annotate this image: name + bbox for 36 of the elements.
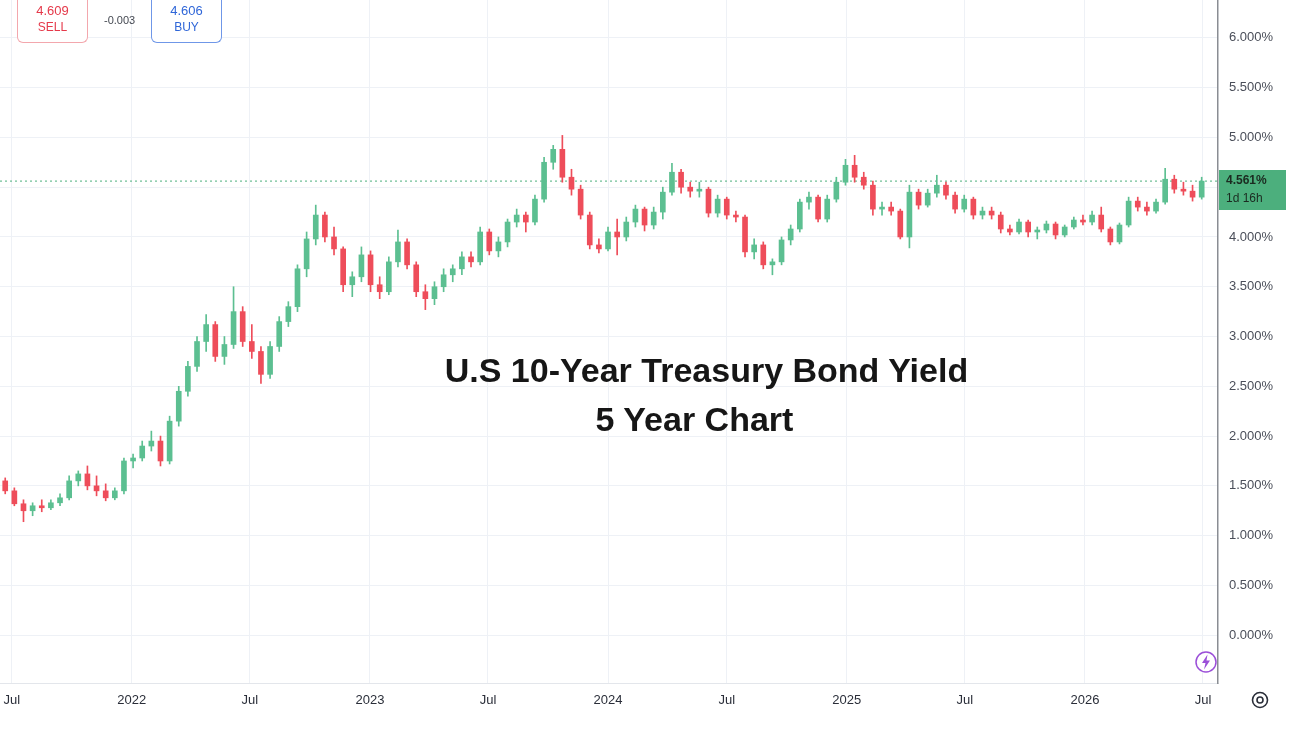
ref-line-label: 4.561% [1226, 173, 1268, 188]
x-tick-label: Jul [3, 692, 21, 708]
annotation: BUY [173, 19, 200, 35]
x-tick-label: Jul [241, 692, 259, 708]
x-tick-label: 2023 [355, 692, 385, 708]
text: 1d 16h [1226, 191, 1263, 206]
x-tick-label: 2025 [832, 692, 862, 708]
y-tick-label: 3.000% [1229, 328, 1274, 344]
y-tick-label: 3.500% [1229, 278, 1274, 294]
annotation: 4.606 [169, 2, 204, 19]
annotation: -0.003 [104, 13, 136, 28]
text: U.S 10-Year Treasury Bond Yield [444, 350, 969, 389]
y-tick-label: 5.000% [1229, 128, 1274, 144]
candlestick [614, 218, 620, 256]
y-tick-label: 6.000% [1229, 29, 1274, 45]
sell-button: 4.609 SELL [17, 0, 88, 43]
y-tick-label: 0.500% [1229, 577, 1274, 593]
y-tick-label: 1.500% [1229, 477, 1274, 493]
x-tick-label: 2022 [117, 692, 147, 708]
y-tick-label: 5.500% [1229, 79, 1274, 95]
annotation: 4.609 [35, 2, 70, 19]
x-tick-label: 2024 [593, 692, 623, 708]
y-tick-label: 2.500% [1229, 377, 1274, 393]
x-tick-label: 2026 [1070, 692, 1100, 708]
buy-button: 4.606 BUY [151, 0, 222, 43]
x-tick-label: Jul [1194, 692, 1212, 708]
x-tick-label: Jul [956, 692, 974, 708]
y-tick-label: 1.000% [1229, 527, 1274, 543]
y-tick-label: 0.000% [1229, 626, 1274, 642]
y-tick-label: 2.000% [1229, 427, 1274, 443]
x-tick-label: Jul [718, 692, 736, 708]
text: 5 Year Chart [595, 399, 794, 438]
annotation: SELL [36, 19, 69, 35]
x-tick-label: Jul [479, 692, 497, 708]
candlestick [38, 499, 45, 513]
y-tick-label: 4.000% [1229, 228, 1274, 244]
